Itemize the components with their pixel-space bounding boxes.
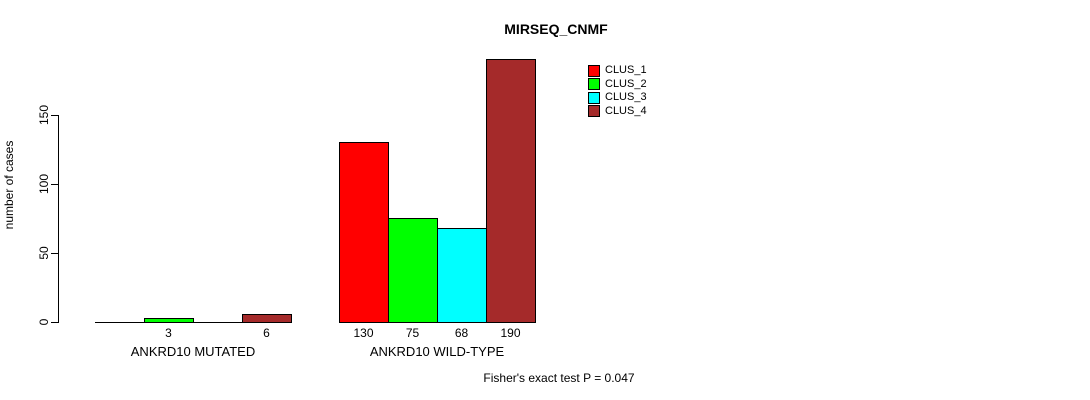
chart-title: MIRSEQ_CNMF — [504, 21, 608, 37]
bar — [437, 228, 487, 323]
legend-label: CLUS_3 — [605, 91, 647, 104]
legend-swatch-icon — [588, 91, 600, 104]
zero-height-bar — [95, 322, 145, 323]
legend-item: CLUS_4 — [588, 105, 647, 119]
legend-swatch-icon — [588, 64, 600, 77]
y-tick-label: 150 — [37, 104, 51, 126]
legend-item: CLUS_1 — [588, 64, 647, 78]
x-group-label: ANKRD10 WILD-TYPE — [369, 344, 505, 359]
legend-label: CLUS_2 — [605, 77, 647, 90]
bar — [144, 318, 194, 323]
bar-value-label: 68 — [454, 326, 469, 340]
y-axis-label: number of cases — [2, 140, 16, 230]
legend-swatch-icon — [588, 105, 600, 118]
annotation-text: Fisher's exact test P = 0.047 — [483, 371, 635, 385]
bar-value-label: 130 — [353, 326, 374, 340]
y-tick-label: 0 — [37, 318, 51, 326]
y-tick-mark — [51, 253, 58, 254]
legend-item: CLUS_2 — [588, 78, 647, 92]
bar — [242, 314, 292, 323]
zero-height-bar — [193, 322, 243, 323]
bar — [388, 218, 438, 323]
legend-label: CLUS_4 — [605, 104, 647, 117]
legend-swatch-icon — [588, 78, 600, 91]
bar-value-label: 75 — [405, 326, 420, 340]
legend-item: CLUS_3 — [588, 91, 647, 105]
y-tick-mark — [51, 322, 58, 323]
y-tick-label: 100 — [37, 173, 51, 195]
x-group-label: ANKRD10 MUTATED — [130, 344, 256, 359]
bar-value-label: 3 — [165, 326, 172, 340]
bar-value-label: 190 — [500, 326, 521, 340]
legend: CLUS_1 CLUS_2 CLUS_3 CLUS_4 — [588, 64, 647, 118]
legend-label: CLUS_1 — [605, 64, 647, 77]
y-tick-label: 50 — [37, 246, 51, 260]
y-axis-line — [58, 115, 59, 323]
y-tick-mark — [51, 115, 58, 116]
bar — [486, 59, 536, 323]
bar — [339, 142, 389, 323]
y-tick-mark — [51, 184, 58, 185]
bar-value-label: 6 — [263, 326, 270, 340]
